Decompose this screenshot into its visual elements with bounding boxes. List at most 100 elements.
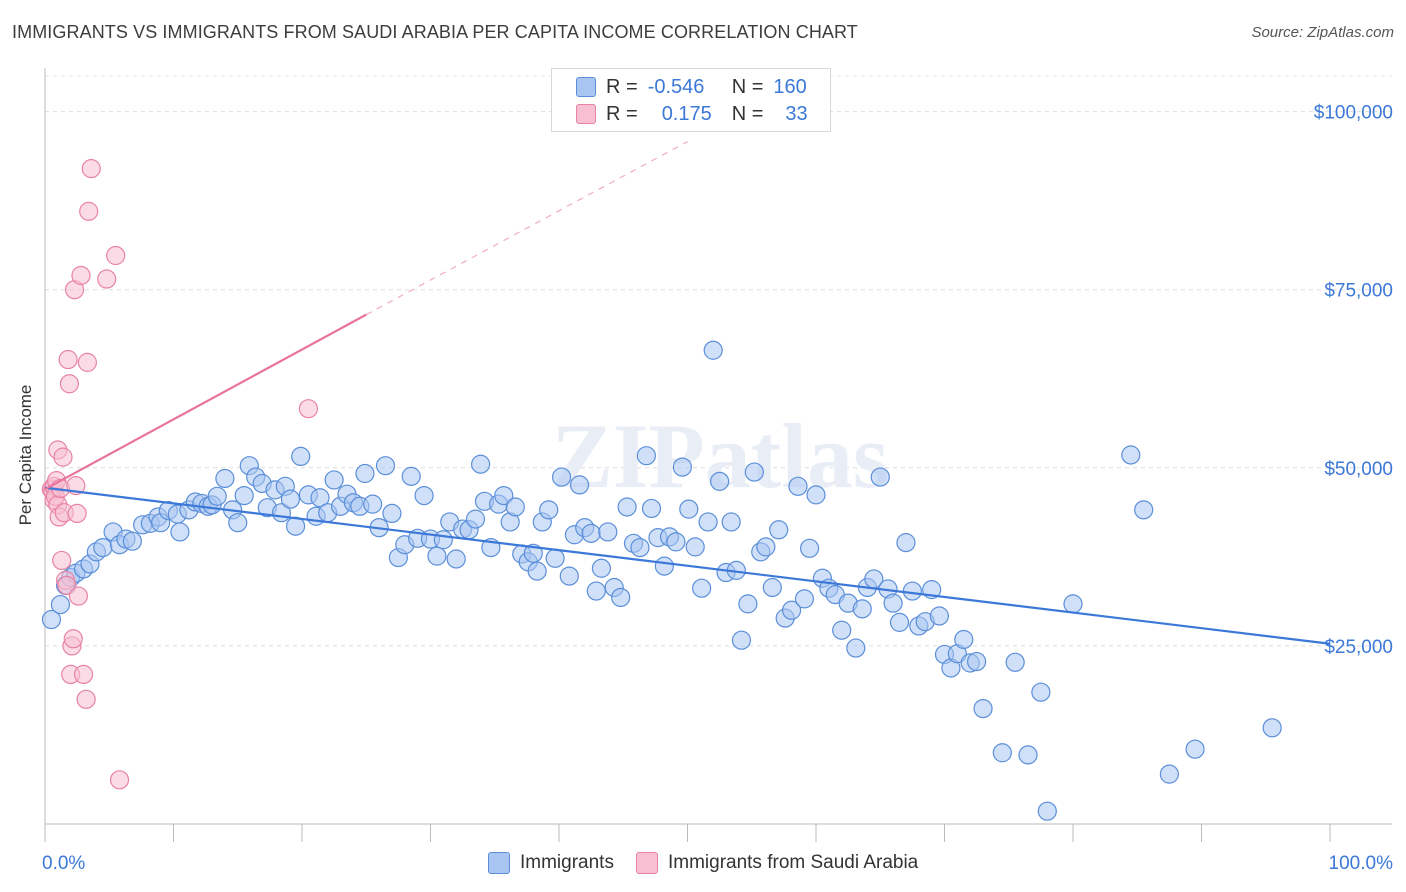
point-saudi bbox=[79, 201, 99, 221]
r-value: 0.175 bbox=[661, 102, 712, 125]
point-saudi bbox=[76, 689, 96, 709]
point-immigrants bbox=[762, 577, 782, 598]
point-saudi bbox=[53, 447, 73, 467]
watermark: ZIPatlas bbox=[551, 405, 888, 507]
r-label: R = bbox=[606, 75, 638, 98]
point-immigrants bbox=[1063, 594, 1083, 614]
point-immigrants bbox=[788, 476, 808, 496]
point-immigrants bbox=[870, 467, 890, 487]
point-immigrants bbox=[527, 561, 547, 581]
point-immigrants bbox=[433, 530, 453, 550]
point-immigrants bbox=[551, 467, 572, 487]
point-immigrants bbox=[769, 520, 789, 540]
point-saudi bbox=[58, 349, 78, 370]
n-label: N = bbox=[731, 102, 764, 125]
point-immigrants bbox=[1031, 682, 1051, 702]
point-immigrants bbox=[465, 509, 486, 529]
point-immigrants bbox=[896, 533, 916, 553]
legend-swatch-saudi bbox=[635, 852, 658, 874]
legend-label-immigrants: Immigrants bbox=[520, 852, 614, 873]
trend-line-saudi-extension bbox=[365, 141, 688, 316]
point-immigrants bbox=[581, 523, 601, 543]
legend-swatch-immigrants bbox=[576, 77, 596, 97]
point-saudi bbox=[77, 352, 98, 372]
point-immigrants bbox=[375, 456, 396, 476]
point-immigrants bbox=[427, 546, 447, 566]
point-immigrants bbox=[446, 549, 466, 569]
point-immigrants bbox=[41, 609, 62, 630]
y-tick-label: $100,000 bbox=[1314, 103, 1393, 124]
point-immigrants bbox=[324, 470, 344, 490]
legend-item-immigrants[interactable]: Immigrants bbox=[488, 852, 614, 874]
trend-lines bbox=[44, 141, 1331, 645]
point-saudi bbox=[63, 629, 83, 649]
x-tick-label-max: 100.0% bbox=[1329, 853, 1394, 874]
point-immigrants bbox=[207, 486, 227, 506]
point-immigrants bbox=[992, 743, 1012, 763]
n-value: 33 bbox=[785, 102, 808, 125]
point-immigrants bbox=[852, 599, 872, 619]
point-immigrants bbox=[679, 499, 699, 519]
y-tick-label: $25,000 bbox=[1324, 637, 1393, 658]
point-immigrants bbox=[698, 512, 718, 532]
point-immigrants bbox=[291, 446, 311, 467]
point-immigrants bbox=[1134, 500, 1154, 520]
n-value: 160 bbox=[773, 75, 807, 98]
chart-title: IMMIGRANTS VS IMMIGRANTS FROM SAUDI ARAB… bbox=[12, 22, 858, 42]
point-saudi bbox=[59, 374, 80, 394]
point-immigrants bbox=[967, 651, 987, 672]
trend-line-immigrants bbox=[44, 486, 1331, 645]
point-immigrants bbox=[122, 531, 142, 551]
point-immigrants bbox=[586, 581, 606, 601]
point-immigrants bbox=[1262, 718, 1282, 738]
point-saudi bbox=[71, 265, 91, 286]
tick-labels: $25,000 $50,000 $75,000 $100,000 0.0% 100.0% bbox=[42, 103, 1393, 874]
point-immigrants bbox=[611, 587, 631, 608]
point-immigrants bbox=[721, 512, 741, 532]
point-immigrants bbox=[954, 629, 974, 650]
x-tick-label-min: 0.0% bbox=[42, 853, 85, 874]
point-immigrants bbox=[494, 485, 514, 506]
point-immigrants bbox=[234, 485, 254, 506]
point-immigrants bbox=[744, 462, 764, 482]
point-immigrants bbox=[559, 566, 579, 586]
point-immigrants bbox=[1005, 652, 1025, 672]
point-immigrants bbox=[654, 556, 674, 576]
point-immigrants bbox=[1018, 745, 1038, 765]
y-tick-label: $75,000 bbox=[1324, 281, 1393, 302]
point-saudi bbox=[298, 399, 319, 419]
point-immigrants bbox=[781, 600, 802, 620]
point-saudi bbox=[67, 503, 87, 524]
point-immigrants bbox=[756, 537, 776, 557]
point-immigrants bbox=[545, 548, 565, 568]
point-immigrants bbox=[617, 497, 637, 517]
point-immigrants bbox=[883, 593, 903, 613]
point-immigrants bbox=[382, 503, 402, 524]
point-immigrants bbox=[1121, 445, 1141, 465]
point-immigrants bbox=[832, 620, 852, 640]
r-value: -0.546 bbox=[647, 75, 705, 98]
point-immigrants bbox=[973, 698, 993, 719]
point-saudi bbox=[81, 159, 101, 179]
point-immigrants bbox=[846, 638, 866, 658]
point-immigrants bbox=[93, 537, 113, 558]
legend-row-saudi: R = 0.175 N = 33 bbox=[576, 101, 808, 127]
point-immigrants bbox=[799, 538, 820, 558]
point-immigrants bbox=[672, 457, 692, 477]
point-immigrants bbox=[738, 594, 758, 614]
point-immigrants bbox=[1037, 801, 1057, 821]
legend-swatch-saudi bbox=[576, 104, 596, 124]
point-immigrants bbox=[505, 497, 525, 517]
r-label: R = bbox=[606, 102, 638, 125]
point-immigrants bbox=[666, 532, 686, 552]
point-immigrants bbox=[471, 454, 491, 474]
legend-item-saudi[interactable]: Immigrants from Saudi Arabia bbox=[635, 852, 919, 874]
point-immigrants bbox=[636, 446, 656, 466]
point-immigrants bbox=[641, 498, 662, 519]
point-immigrants bbox=[1159, 764, 1179, 784]
legend-label-saudi: Immigrants from Saudi Arabia bbox=[667, 852, 919, 873]
point-immigrants bbox=[1185, 739, 1205, 759]
point-immigrants bbox=[523, 543, 543, 563]
point-saudi bbox=[109, 770, 130, 790]
